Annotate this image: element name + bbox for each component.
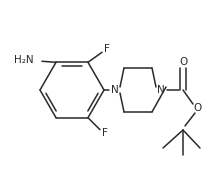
Text: N: N	[111, 85, 119, 95]
Text: N: N	[157, 85, 165, 95]
Text: O: O	[179, 57, 187, 67]
Text: O: O	[193, 103, 201, 113]
Text: H₂N: H₂N	[14, 55, 34, 65]
Text: F: F	[104, 44, 110, 54]
Text: F: F	[102, 128, 108, 138]
